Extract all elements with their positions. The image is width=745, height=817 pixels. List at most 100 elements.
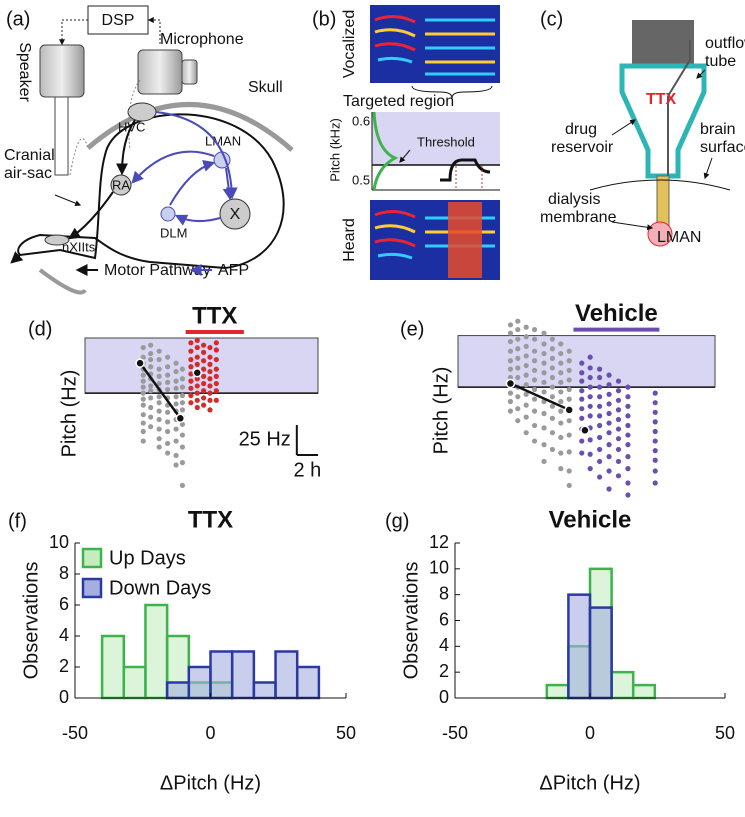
- dsp-label: DSP: [102, 12, 135, 29]
- dot: [507, 390, 514, 396]
- dot: [213, 380, 219, 387]
- noise-burst: [448, 202, 482, 278]
- x-tick-label: -50: [62, 723, 88, 743]
- dot: [597, 366, 603, 372]
- dot: [615, 436, 622, 442]
- dot: [597, 374, 603, 381]
- dot: [625, 480, 631, 486]
- dot: [597, 474, 603, 480]
- y-tick-label: 8: [59, 563, 69, 583]
- y-tick-label: 2: [439, 661, 449, 681]
- dot: [558, 379, 564, 385]
- histogram-bar: [230, 650, 256, 700]
- dot: [652, 428, 658, 435]
- brain-surface: [589, 179, 731, 191]
- y-axis-label: Observations: [400, 562, 422, 680]
- dot: [148, 350, 154, 357]
- speaker-label: Speaker: [16, 42, 33, 102]
- outflow-label: tube: [705, 53, 736, 70]
- dot: [194, 404, 200, 411]
- dot: [597, 446, 603, 453]
- dot: [156, 356, 162, 363]
- legend-swatch: [81, 547, 103, 569]
- legend-label: Down Days: [109, 577, 211, 599]
- dot: [587, 437, 593, 443]
- speaker: [39, 44, 85, 98]
- dot: [156, 373, 162, 379]
- dot: [213, 397, 219, 403]
- dot: [566, 348, 572, 354]
- surface-label: brain: [700, 121, 736, 138]
- panel-label: (b): [312, 8, 336, 30]
- afp-arrow: [155, 111, 238, 200]
- dot: [625, 432, 631, 438]
- dot: [140, 354, 146, 360]
- y-tick-label: 6: [59, 594, 69, 614]
- dot: [523, 414, 529, 420]
- dot: [194, 354, 200, 360]
- dot: [173, 378, 179, 384]
- nerve: [10, 251, 24, 264]
- dot: [207, 376, 213, 382]
- trend-line: [139, 362, 182, 420]
- brace: [411, 85, 493, 99]
- dot: [213, 366, 219, 372]
- reservoir-label: reservoir: [551, 139, 614, 156]
- targeted-region: [457, 335, 716, 388]
- dot: [207, 344, 213, 351]
- dot: [549, 430, 556, 436]
- dot: [606, 391, 612, 397]
- histogram-bar: [295, 665, 321, 700]
- panel-label: (e): [400, 318, 424, 340]
- membrane-label: membrane: [540, 209, 617, 226]
- dot: [156, 380, 162, 387]
- treatment-label: Vehicle: [575, 300, 658, 327]
- dot: [531, 386, 538, 393]
- dot: [652, 409, 658, 415]
- dot: [652, 457, 658, 463]
- speaker-tube: [54, 96, 69, 176]
- dot: [523, 343, 529, 349]
- hvc: [127, 102, 157, 122]
- dot: [507, 338, 514, 345]
- pointer: [54, 194, 82, 207]
- dot: [165, 419, 171, 425]
- y-tick-label: 10: [429, 558, 449, 578]
- dot: [549, 384, 556, 390]
- panel-label: (c): [540, 8, 563, 30]
- treatment-label: TTX: [192, 302, 237, 329]
- dot: [597, 413, 603, 419]
- dot: [558, 389, 564, 395]
- dot: [201, 388, 207, 394]
- dot: [566, 358, 572, 364]
- dot: [156, 426, 162, 432]
- dot: [207, 407, 213, 413]
- y-axis-label: Pitch (Hz): [430, 367, 452, 455]
- dot: [523, 391, 529, 397]
- dot: [549, 365, 556, 371]
- panel-label: (d): [28, 318, 52, 340]
- dot: [558, 341, 564, 347]
- dot: [173, 452, 179, 459]
- dot: [148, 388, 154, 394]
- dot: [523, 324, 529, 330]
- mic-link: [147, 17, 161, 44]
- lman-label: LMAN: [657, 229, 701, 246]
- dot: [156, 366, 162, 372]
- x-tick-label: 50: [336, 723, 356, 743]
- dot: [148, 342, 154, 348]
- dot: [188, 378, 194, 384]
- dot: [213, 347, 219, 353]
- dot: [507, 330, 514, 336]
- dot: [207, 390, 213, 396]
- dot: [165, 364, 171, 370]
- dot: [179, 421, 186, 427]
- dot: [188, 364, 194, 370]
- skull: [86, 102, 294, 152]
- dot: [207, 383, 213, 389]
- dot: [140, 378, 146, 384]
- dot: [515, 326, 521, 333]
- mean-dot: [580, 425, 590, 436]
- dot: [507, 374, 514, 381]
- dot: [531, 438, 538, 444]
